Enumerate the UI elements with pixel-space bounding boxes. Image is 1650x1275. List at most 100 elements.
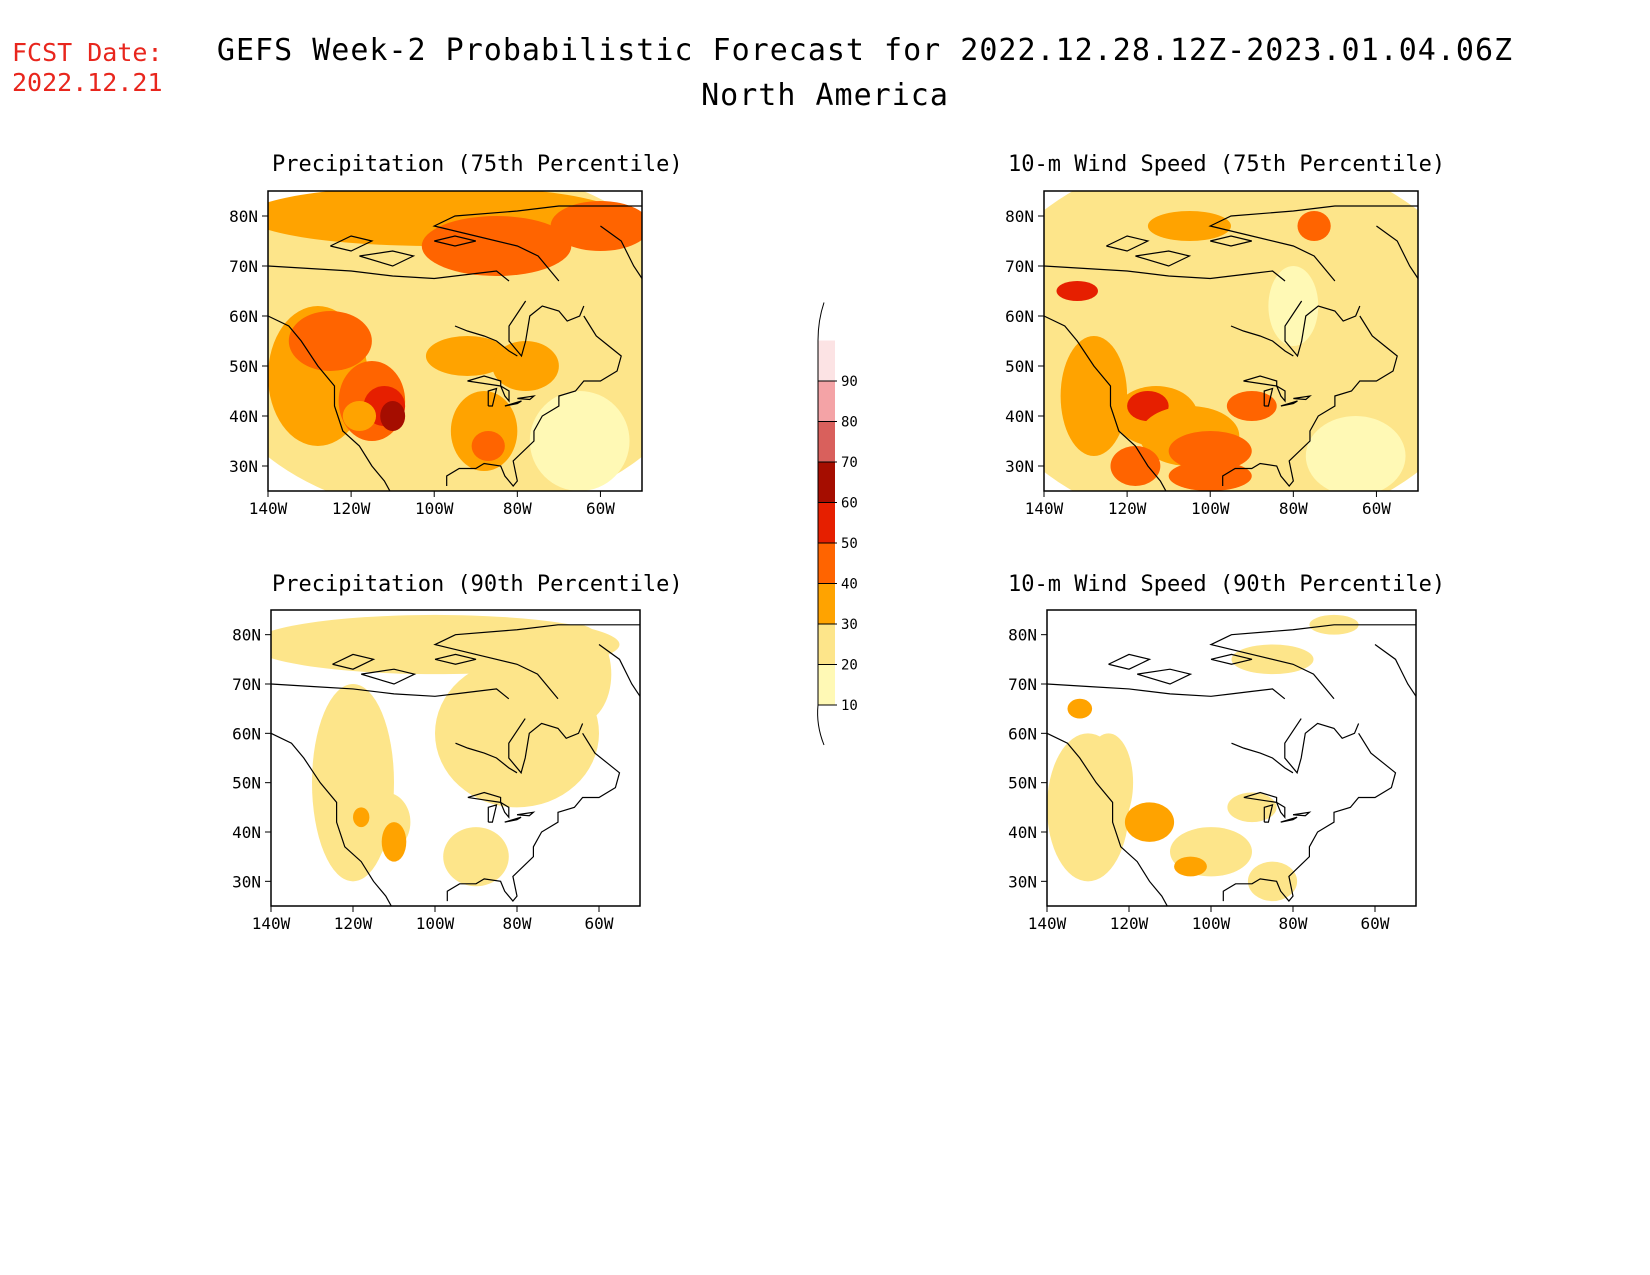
coastline bbox=[516, 811, 536, 817]
coastline bbox=[454, 325, 518, 357]
colorbar-label: 20 bbox=[841, 658, 858, 674]
lat-label: 30N bbox=[232, 872, 261, 891]
lon-label: 80W bbox=[503, 499, 532, 518]
panel-title-wind-90: 10-m Wind Speed (90th Percentile) bbox=[1008, 572, 1446, 597]
panel-title-wind-75: 10-m Wind Speed (75th Percentile) bbox=[1008, 152, 1446, 177]
coastline bbox=[1106, 235, 1150, 252]
colorbar-label: 80 bbox=[841, 415, 858, 431]
coastline bbox=[268, 265, 510, 282]
coastline bbox=[455, 742, 518, 774]
probability-contour bbox=[492, 341, 559, 391]
coastline bbox=[1231, 742, 1294, 774]
lat-label: 60N bbox=[229, 307, 258, 326]
probability-contour bbox=[1124, 802, 1175, 842]
colorbar-label: 40 bbox=[841, 577, 858, 593]
coastline bbox=[1374, 644, 1416, 734]
map-frame bbox=[1046, 609, 1417, 907]
forecast-date-block: FCST Date: 2022.12.21 bbox=[12, 38, 163, 98]
probability-contour bbox=[550, 201, 642, 251]
lat-label: 70N bbox=[229, 257, 258, 276]
coastline bbox=[1135, 250, 1192, 267]
probability-contour bbox=[1067, 698, 1093, 719]
coastline bbox=[1047, 683, 1286, 700]
colorbar-segment bbox=[818, 462, 835, 503]
lon-label: 140W bbox=[1025, 499, 1064, 518]
coastline bbox=[332, 653, 376, 670]
coastline bbox=[1044, 265, 1286, 282]
coastline bbox=[517, 395, 536, 401]
map-panel-wind-90: 80N 70N 60N 50N 40N 30N 140W 120W 100W 80W 60W bbox=[1008, 609, 1417, 933]
colorbar-segment bbox=[818, 421, 835, 462]
coastline bbox=[268, 315, 391, 491]
lon-label: 140W bbox=[1028, 914, 1067, 933]
lat-label: 40N bbox=[1008, 823, 1037, 842]
coastline bbox=[434, 653, 477, 665]
lat-label: 40N bbox=[232, 823, 261, 842]
lon-label: 60W bbox=[586, 499, 615, 518]
coastline bbox=[1263, 803, 1274, 823]
probability-contour bbox=[1268, 266, 1319, 346]
coastline bbox=[1210, 235, 1252, 247]
coastline bbox=[600, 225, 642, 316]
probability-contour bbox=[1247, 861, 1298, 902]
probability-contour bbox=[312, 684, 394, 882]
coastline bbox=[1222, 315, 1398, 487]
main-subtitle: North America bbox=[701, 78, 949, 113]
map-frame bbox=[270, 609, 641, 907]
coastline bbox=[433, 624, 640, 700]
probability-contour bbox=[545, 624, 612, 724]
lat-label: 30N bbox=[229, 457, 258, 476]
probability-contour bbox=[1297, 211, 1331, 241]
probability-contour bbox=[1083, 733, 1134, 833]
coastline bbox=[330, 235, 374, 252]
lat-label: 30N bbox=[1008, 872, 1037, 891]
lon-label: 100W bbox=[1192, 914, 1231, 933]
lon-label: 120W bbox=[334, 914, 373, 933]
lon-label: 80W bbox=[1279, 914, 1308, 933]
colorbar-segment bbox=[818, 543, 835, 584]
coastline bbox=[434, 235, 476, 247]
lon-label: 140W bbox=[249, 499, 288, 518]
lon-label: 60W bbox=[1361, 914, 1390, 933]
forecast-date-value: 2022.12.21 bbox=[12, 68, 163, 97]
probability-contour bbox=[1147, 211, 1231, 241]
probability-contour bbox=[529, 391, 630, 491]
lat-label: 50N bbox=[1005, 357, 1034, 376]
lon-label: 60W bbox=[1362, 499, 1391, 518]
coastline bbox=[1208, 205, 1418, 282]
probability-field bbox=[268, 191, 642, 491]
lat-label: 40N bbox=[229, 407, 258, 426]
probability-field bbox=[271, 610, 640, 906]
lat-label: 50N bbox=[232, 774, 261, 793]
coastline bbox=[1108, 653, 1152, 670]
coastline bbox=[1222, 733, 1397, 903]
probability-contour bbox=[1168, 431, 1252, 471]
colorbar-segment bbox=[818, 664, 835, 705]
colorbar-segment bbox=[818, 502, 835, 543]
map-frame bbox=[1043, 190, 1419, 492]
coastline bbox=[504, 400, 522, 407]
coastline bbox=[1210, 653, 1253, 665]
coastline bbox=[446, 733, 621, 903]
coastline bbox=[1276, 385, 1286, 403]
coastline bbox=[1276, 801, 1286, 819]
probability-contour bbox=[443, 827, 509, 887]
colorbar-label: 70 bbox=[841, 455, 858, 471]
coastline bbox=[1137, 668, 1193, 685]
probability-field bbox=[1047, 610, 1416, 906]
colorbar-segment bbox=[818, 340, 835, 381]
probability-contour bbox=[1305, 416, 1406, 491]
lat-label: 70N bbox=[1005, 257, 1034, 276]
lon-label: 80W bbox=[1279, 499, 1308, 518]
probability-contour bbox=[1226, 391, 1277, 421]
coastline bbox=[1243, 375, 1278, 387]
probability-contour bbox=[471, 431, 505, 461]
colorbar-lower-tip bbox=[817, 704, 825, 746]
colorbar: 10 20 30 40 50 60 70 80 90 bbox=[817, 302, 858, 746]
coastline bbox=[598, 644, 640, 734]
probability-contour bbox=[1174, 856, 1207, 877]
lat-label: 60N bbox=[1008, 724, 1037, 743]
lon-label: 100W bbox=[416, 914, 455, 933]
probability-contour bbox=[288, 311, 372, 371]
